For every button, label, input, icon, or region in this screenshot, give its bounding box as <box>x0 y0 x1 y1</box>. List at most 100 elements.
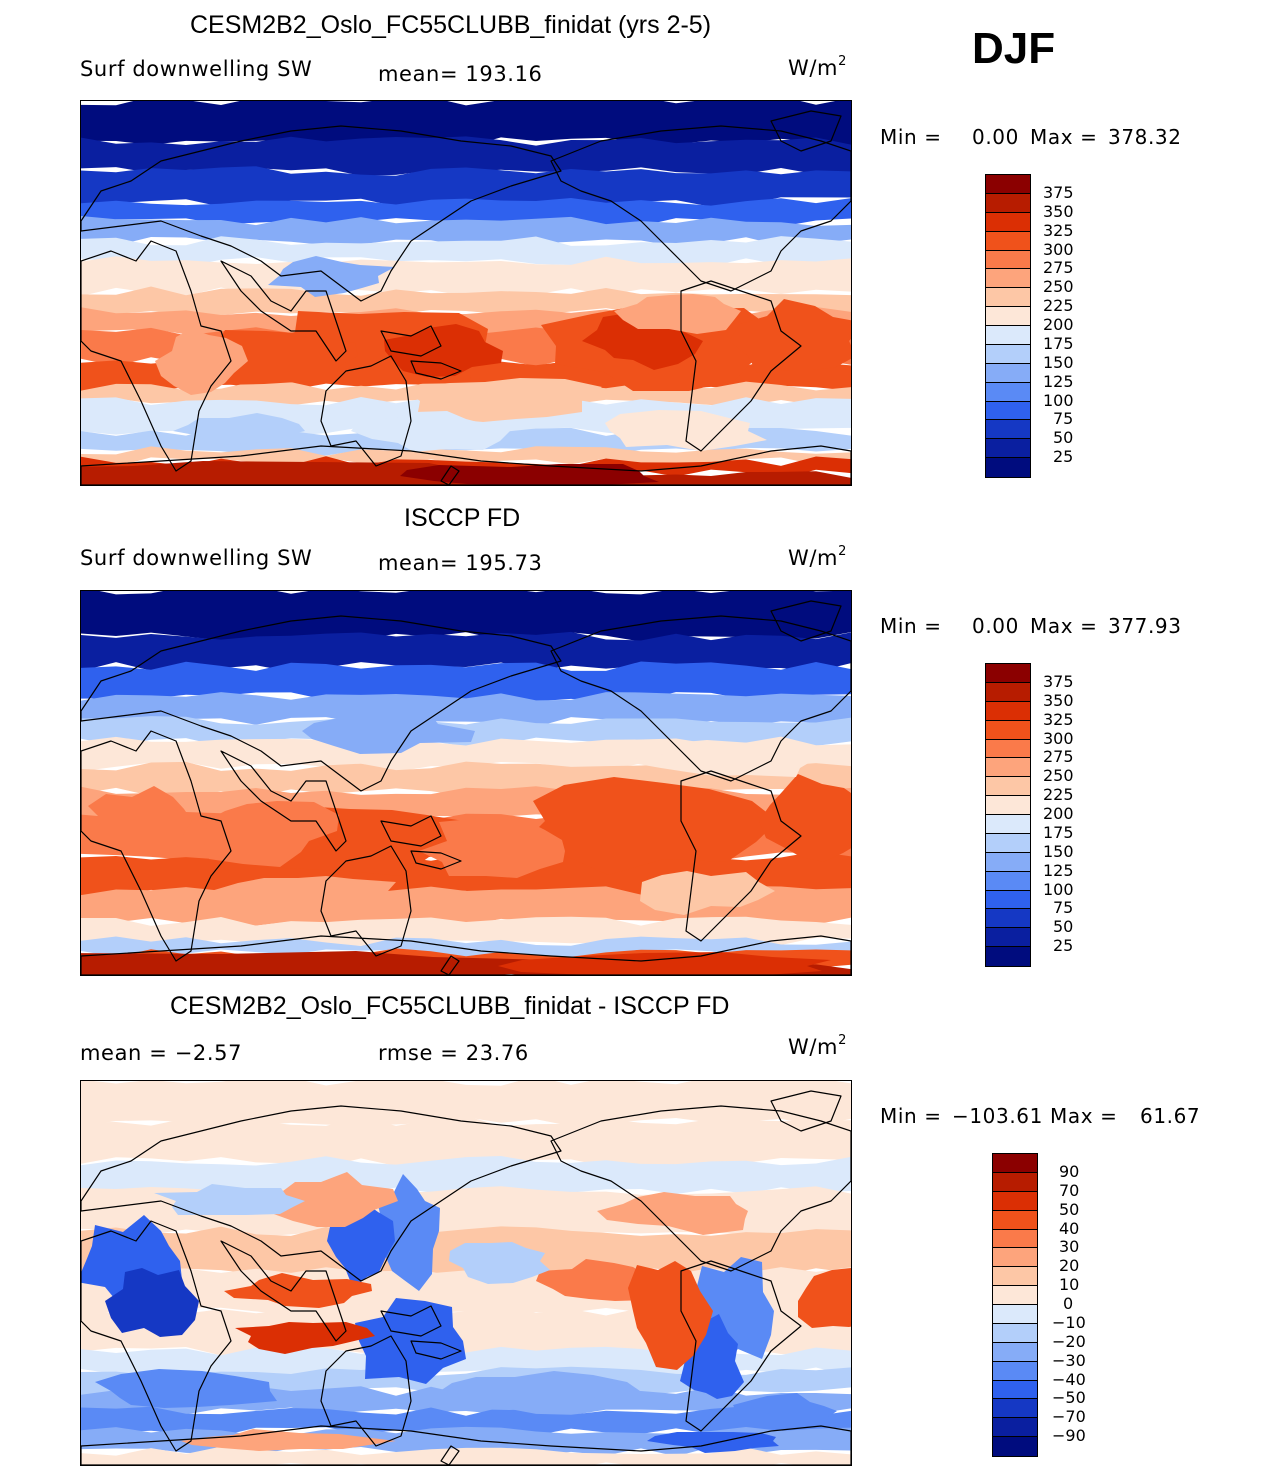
colorbar-box <box>993 1191 1037 1211</box>
colorbar-box <box>986 664 1030 683</box>
panel2-map <box>80 590 852 976</box>
panel2-colorbar <box>985 663 1031 967</box>
colorbar-box <box>993 1248 1037 1268</box>
field-band <box>81 692 851 727</box>
colorbar-level-label: 25 <box>1053 936 1074 956</box>
field-band <box>81 631 851 672</box>
colorbar-level-label: −90 <box>1052 1426 1086 1446</box>
field-blob <box>437 1371 640 1410</box>
field-blob <box>597 1192 748 1235</box>
colorbar-level-label: −40 <box>1052 1369 1086 1389</box>
colorbar-box <box>986 193 1030 213</box>
panel3-title: CESM2B2_Oslo_FC55CLUBB_finidat - ISCCP F… <box>170 992 730 1020</box>
colorbar-level-label: −20 <box>1052 1331 1086 1351</box>
colorbar-box <box>986 458 1030 477</box>
coastline <box>81 1220 232 1452</box>
field-blob <box>271 1172 398 1227</box>
colorbar-level-label: 70 <box>1059 1180 1080 1200</box>
colorbar-box <box>993 1342 1037 1362</box>
coastline <box>380 1305 442 1337</box>
colorbar-level-label: 100 <box>1043 390 1074 410</box>
coastline <box>81 730 232 962</box>
colorbar-level-label: 175 <box>1043 333 1074 353</box>
panel2-units: W/m2 <box>788 544 847 570</box>
coastline <box>770 600 842 642</box>
panel3-max-value: 61.67 <box>1140 1104 1201 1128</box>
panel2-min-value: 0.00 <box>972 614 1019 638</box>
coastline <box>410 1340 462 1360</box>
field-band <box>81 1406 851 1437</box>
field-blob <box>235 1322 375 1354</box>
field-band <box>81 236 851 267</box>
panel3-min-label: Min = <box>880 1104 942 1128</box>
colorbar-box <box>986 852 1030 872</box>
colorbar-box <box>993 1399 1037 1419</box>
panel3-mean: mean = −2.57 <box>80 1041 243 1065</box>
colorbar-level-label: 200 <box>1043 315 1074 334</box>
panel1-min-value: 0.00 <box>972 125 1019 149</box>
colorbar-box <box>993 1267 1037 1287</box>
colorbar-level-label: 225 <box>1043 785 1074 805</box>
field-band <box>81 256 851 297</box>
colorbar-box <box>986 777 1030 797</box>
field-blob <box>605 410 767 451</box>
colorbar-box <box>993 1210 1037 1230</box>
season-label: DJF <box>972 24 1056 73</box>
coastline <box>410 850 462 870</box>
coastline <box>220 750 347 852</box>
coastline <box>81 240 232 472</box>
field-blob <box>105 1268 199 1337</box>
colorbar-level-label: 350 <box>1043 201 1074 221</box>
coastline <box>81 935 851 975</box>
coastline <box>81 615 562 792</box>
colorbar-box <box>993 1154 1037 1173</box>
colorbar-box <box>986 363 1030 383</box>
colorbar-level-label: −70 <box>1052 1407 1086 1427</box>
field-blob <box>400 464 659 485</box>
coastline <box>550 1105 851 1272</box>
field-band <box>81 1156 851 1197</box>
colorbar-box <box>986 344 1030 364</box>
colorbar-level-label: 250 <box>1043 766 1074 786</box>
colorbar-level-label: 75 <box>1053 898 1074 918</box>
colorbar-box <box>986 796 1030 815</box>
colorbar-level-label: 10 <box>1059 1275 1080 1295</box>
coastline <box>680 770 802 942</box>
colorbar-level-label: 150 <box>1043 352 1074 372</box>
coastline <box>320 355 412 467</box>
field-band <box>81 197 851 227</box>
coastline <box>81 1425 851 1465</box>
colorbar-box <box>986 739 1030 759</box>
colorbar-level-label: −50 <box>1052 1388 1086 1408</box>
coastline <box>320 845 412 957</box>
panel3-max-label: Max = <box>1050 1104 1118 1128</box>
panel2-min-label: Min = <box>880 614 942 638</box>
colorbar-level-label: 40 <box>1059 1218 1080 1238</box>
colorbar-level-label: 200 <box>1043 804 1074 823</box>
field-blob <box>647 1432 779 1453</box>
colorbar-box <box>986 420 1030 440</box>
colorbar-box <box>986 382 1030 402</box>
panel3-map <box>80 1080 852 1466</box>
field-blob <box>614 294 741 334</box>
colorbar-level-label: 50 <box>1053 917 1074 937</box>
field-band <box>81 101 851 147</box>
colorbar-box <box>986 701 1030 721</box>
coastline <box>550 125 851 292</box>
field-band <box>81 591 851 642</box>
panel1-max-label: Max = <box>1030 125 1098 149</box>
coastline <box>380 325 442 357</box>
colorbar-level-label: 150 <box>1043 841 1074 861</box>
field-blob <box>729 299 851 373</box>
panel1-map <box>80 100 852 486</box>
colorbar-box <box>986 682 1030 702</box>
colorbar-box <box>986 175 1030 194</box>
coastline <box>220 260 347 362</box>
panel3-colorbar <box>992 1153 1038 1457</box>
colorbar-level-label: −30 <box>1052 1350 1086 1370</box>
field-blob <box>640 871 775 915</box>
field-blob <box>211 876 396 908</box>
field-band <box>81 661 851 702</box>
colorbar-box <box>993 1286 1037 1305</box>
field-blob <box>402 378 602 422</box>
